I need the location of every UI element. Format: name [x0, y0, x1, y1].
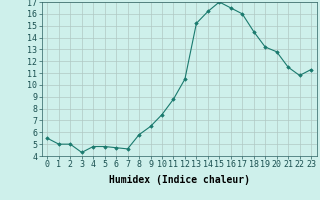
X-axis label: Humidex (Indice chaleur): Humidex (Indice chaleur) [109, 175, 250, 185]
